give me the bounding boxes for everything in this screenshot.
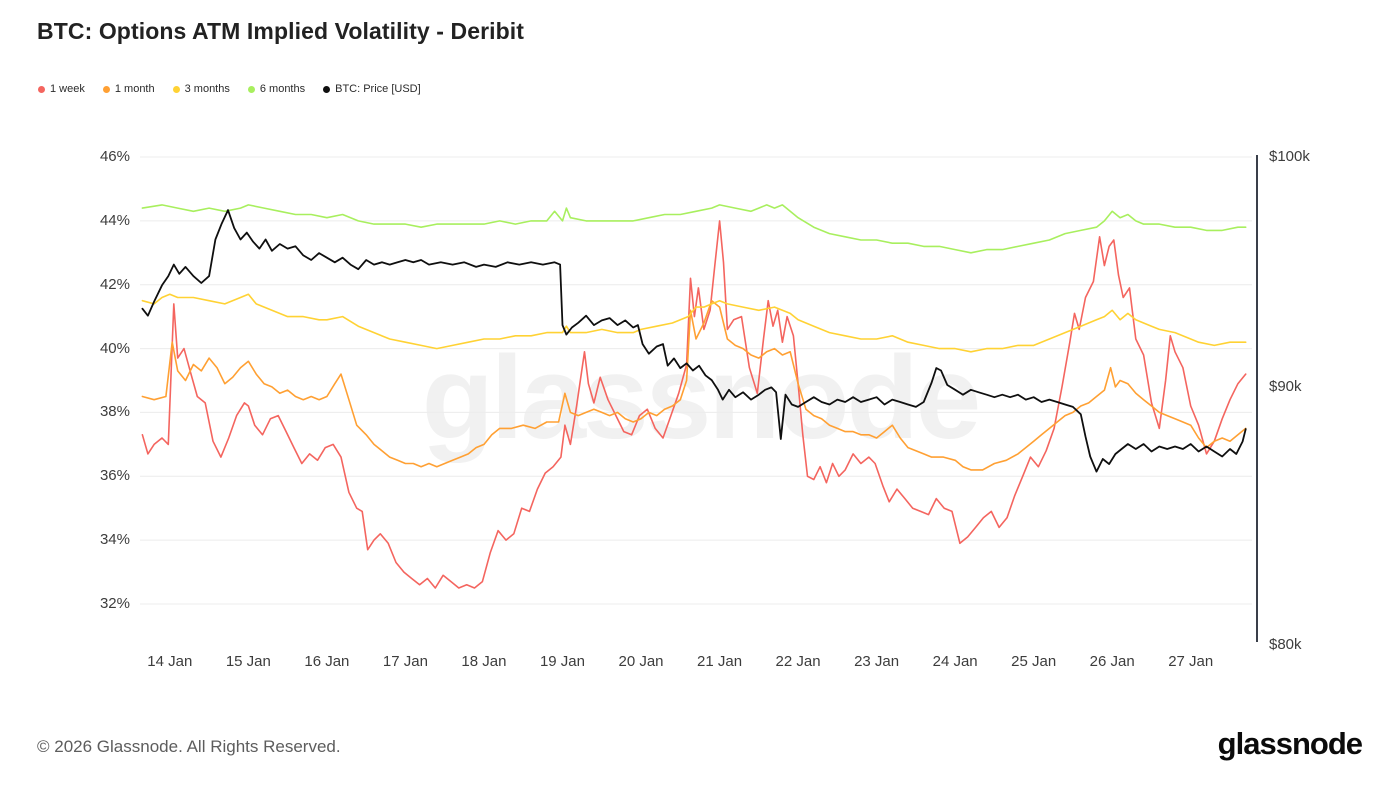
x-tick-26 Jan: 26 Jan [1089, 653, 1135, 670]
y-left-tick-34%: 34% [99, 531, 130, 549]
y-left-tick-44%: 44% [99, 211, 130, 229]
page-title: BTC: Options ATM Implied Volatility - De… [37, 18, 525, 44]
series-line-1-week[interactable] [141, 220, 1247, 589]
y-left-tick-40%: 40% [99, 339, 130, 357]
x-tick-18 Jan: 18 Jan [461, 653, 507, 670]
x-tick-25 Jan: 25 Jan [1011, 653, 1057, 670]
legend-label-btc-price-usd: BTC: Price [USD] [335, 83, 421, 95]
x-tick-27 Jan: 27 Jan [1168, 653, 1214, 670]
y-left-tick-46%: 46% [99, 148, 130, 165]
legend-item-1-month[interactable]: 1 month [102, 83, 155, 95]
y-right-tick-$90k: $90k [1269, 378, 1302, 396]
x-tick-23 Jan: 23 Jan [854, 653, 900, 670]
series-line-3-months[interactable] [141, 293, 1247, 353]
y-left-tick-38%: 38% [99, 403, 130, 421]
series-line-1-month[interactable] [141, 299, 1247, 471]
x-tick-20 Jan: 20 Jan [618, 653, 664, 670]
legend-dot-1-week [38, 85, 45, 93]
x-tick-16 Jan: 16 Jan [304, 653, 350, 670]
legend-label-3-months: 3 months [184, 83, 230, 95]
x-tick-17 Jan: 17 Jan [382, 653, 428, 670]
legend-dot-3-months [172, 85, 180, 93]
legend-dot-6-months [247, 85, 255, 93]
watermark-logo: glassnode [421, 332, 982, 464]
y-right-tick-$80k: $80k [1269, 636, 1302, 653]
legend: 1 week 1 month 3 months 6 months BTC: Price … [38, 83, 421, 95]
legend-item-6-months[interactable]: 6 months [247, 83, 306, 95]
legend-label-1-week: 1 week [50, 83, 85, 95]
y-left-tick-32%: 32% [99, 595, 130, 612]
y-right-tick-$100k: $100k [1269, 148, 1310, 165]
x-tick-21 Jan: 21 Jan [697, 653, 743, 670]
legend-dot-1-month [102, 85, 110, 93]
legend-item-btc-price-usd[interactable]: BTC: Price [USD] [323, 83, 421, 95]
x-tick-14 Jan: 14 Jan [147, 653, 193, 670]
legend-label-1-month: 1 month [114, 83, 155, 95]
series-line-btc-price-usd[interactable] [141, 209, 1247, 473]
x-tick-19 Jan: 19 Jan [539, 653, 585, 670]
glassnode-logo: glassnode [1217, 726, 1363, 761]
y-left-tick-42%: 42% [99, 275, 130, 293]
legend-label-6-months: 6 months [259, 83, 306, 95]
legend-item-1-week[interactable]: 1 week [38, 83, 85, 95]
x-tick-24 Jan: 24 Jan [932, 653, 978, 670]
series-line-6-months[interactable] [141, 204, 1247, 254]
y-left-tick-36%: 36% [99, 467, 130, 485]
legend-item-3-months[interactable]: 3 months [172, 83, 230, 95]
x-tick-15 Jan: 15 Jan [225, 653, 271, 670]
x-tick-22 Jan: 22 Jan [775, 653, 821, 670]
legend-dot-btc-price-usd [323, 85, 331, 93]
footer-copyright: © 2026 Glassnode. All Rights Reserved. [37, 737, 341, 756]
